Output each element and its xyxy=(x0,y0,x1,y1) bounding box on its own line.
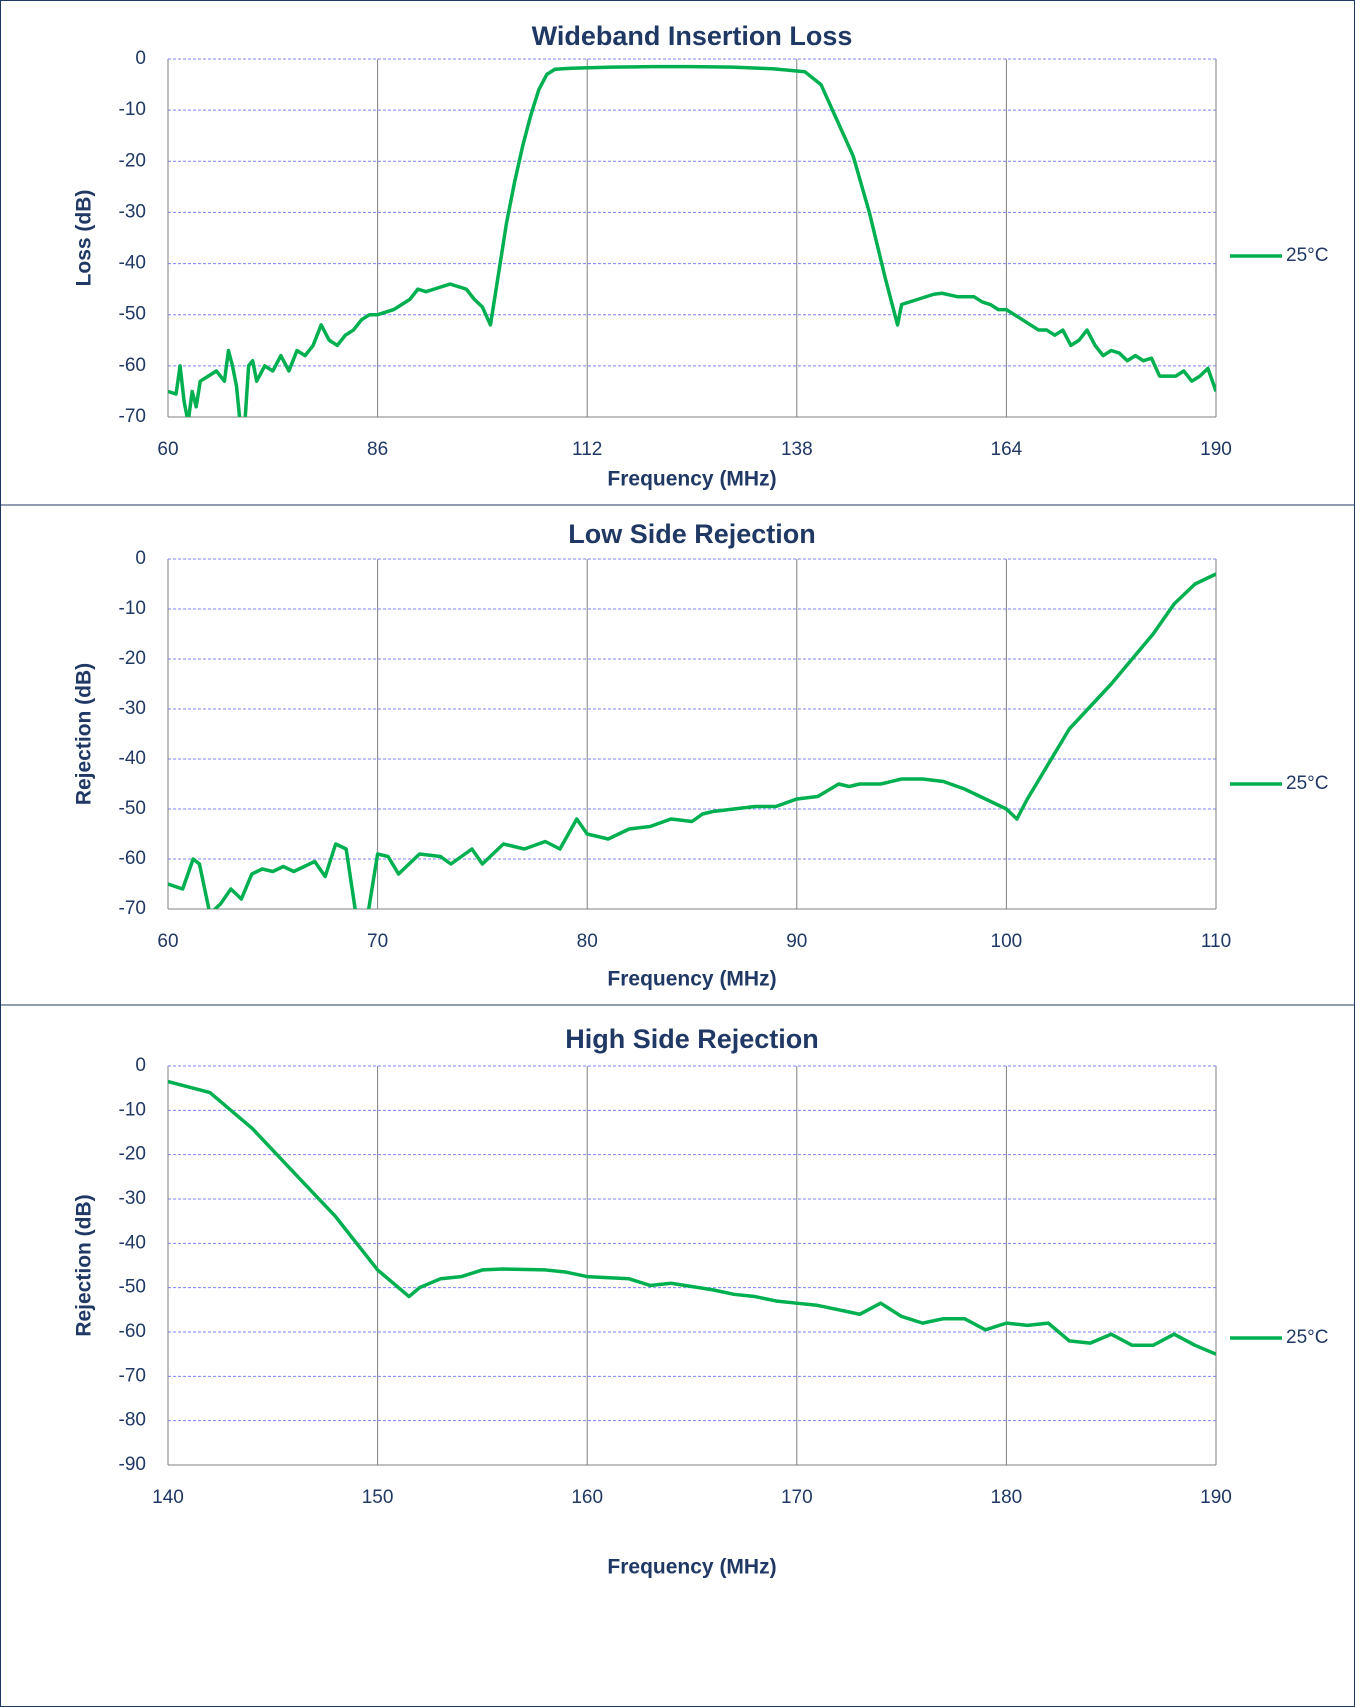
data-line xyxy=(168,1079,1216,1356)
x-tick-label: 180 xyxy=(991,1487,1023,1508)
x-tick-label: 80 xyxy=(577,931,598,952)
x-axis-label: Frequency (MHz) xyxy=(607,1556,776,1579)
x-tick-label: 160 xyxy=(571,1487,603,1508)
x-tick-label: 70 xyxy=(367,931,388,952)
y-tick-label: -60 xyxy=(119,355,146,376)
y-tick-label: -20 xyxy=(119,1144,146,1165)
y-tick-label: -50 xyxy=(119,304,146,325)
x-tick-label: 90 xyxy=(786,931,807,952)
y-tick-label: -40 xyxy=(119,253,146,274)
x-tick-label: 190 xyxy=(1200,439,1232,460)
y-tick-label: -50 xyxy=(119,1277,146,1298)
y-tick-label: -40 xyxy=(119,748,146,769)
y-tick-label: -60 xyxy=(119,1321,146,1342)
y-tick-label: 0 xyxy=(135,48,146,69)
x-tick-label: 110 xyxy=(1201,931,1231,952)
y-tick-label: 0 xyxy=(135,548,146,569)
y-tick-label: -60 xyxy=(119,848,146,869)
x-tick-label: 138 xyxy=(781,439,813,460)
y-axis-label: Rejection (dB) xyxy=(73,663,96,805)
y-tick-label: -30 xyxy=(119,201,146,222)
chart-title: High Side Rejection xyxy=(565,1024,819,1054)
y-tick-label: -90 xyxy=(119,1454,146,1475)
y-tick-label: -10 xyxy=(119,598,146,619)
x-tick-label: 170 xyxy=(781,1487,813,1508)
chart-title: Wideband Insertion Loss xyxy=(532,21,853,51)
y-tick-label: -20 xyxy=(119,648,146,669)
y-tick-label: -50 xyxy=(119,798,146,819)
chart-title: Low Side Rejection xyxy=(568,519,816,549)
y-axis-label: Rejection (dB) xyxy=(73,1194,96,1336)
y-tick-label: 0 xyxy=(135,1055,146,1076)
y-axis-label: Loss (dB) xyxy=(73,190,96,287)
x-tick-label: 60 xyxy=(157,931,178,952)
y-tick-label: -30 xyxy=(119,698,146,719)
legend-label: 25°C xyxy=(1286,773,1328,794)
legend-label: 25°C xyxy=(1286,1327,1328,1348)
y-tick-label: -20 xyxy=(119,150,146,171)
y-tick-label: -30 xyxy=(119,1188,146,1209)
x-tick-label: 86 xyxy=(367,439,388,460)
legend-label: 25°C xyxy=(1286,245,1328,266)
x-tick-label: 164 xyxy=(991,439,1023,460)
x-tick-label: 112 xyxy=(572,439,602,460)
data-line xyxy=(168,572,1216,909)
x-tick-label: 150 xyxy=(362,1487,394,1508)
x-tick-label: 190 xyxy=(1200,1487,1232,1508)
x-tick-label: 100 xyxy=(991,931,1023,952)
y-tick-label: -10 xyxy=(119,99,146,120)
y-tick-label: -80 xyxy=(119,1410,146,1431)
x-tick-label: 140 xyxy=(152,1487,184,1508)
y-tick-label: -70 xyxy=(119,406,146,427)
x-axis-label: Frequency (MHz) xyxy=(607,468,776,491)
data-line xyxy=(168,64,1216,417)
x-tick-label: 60 xyxy=(157,439,178,460)
y-tick-label: -70 xyxy=(119,898,146,919)
x-axis-label: Frequency (MHz) xyxy=(607,968,776,991)
y-tick-label: -70 xyxy=(119,1365,146,1386)
y-tick-label: -10 xyxy=(119,1099,146,1120)
y-tick-label: -40 xyxy=(119,1232,146,1253)
